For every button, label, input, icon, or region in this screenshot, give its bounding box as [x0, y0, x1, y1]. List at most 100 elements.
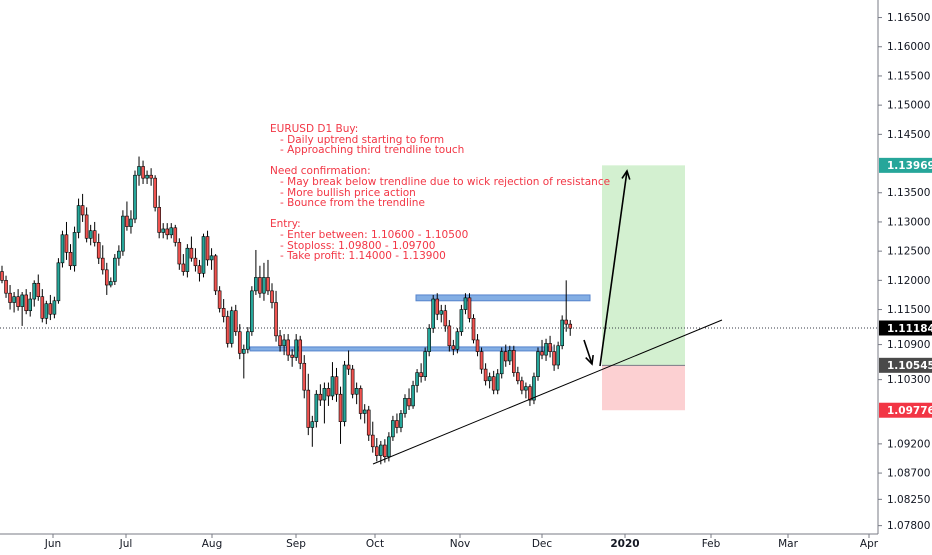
- candle: [242, 348, 246, 354]
- candle: [536, 351, 540, 378]
- candle: [213, 255, 218, 292]
- candle: [552, 351, 556, 366]
- trendline: [372, 319, 723, 465]
- candle: [479, 351, 484, 370]
- y-tick-label: 1.15000: [887, 100, 930, 112]
- candle: [225, 316, 230, 344]
- x-tick-label: Mar: [778, 538, 798, 550]
- candle: [177, 242, 182, 265]
- candle: [4, 280, 8, 294]
- candle: [217, 290, 222, 309]
- candle: [56, 262, 61, 302]
- candle: [383, 444, 387, 458]
- candle: [540, 351, 544, 356]
- candle: [266, 277, 270, 292]
- candle: [125, 215, 129, 227]
- resistance-zone: [415, 294, 591, 302]
- price-label: 1.11184: [887, 323, 932, 335]
- candles: [0, 156, 573, 465]
- candle: [512, 350, 516, 373]
- candle: [24, 294, 28, 312]
- up-arrow: [599, 170, 628, 367]
- candle: [338, 393, 343, 422]
- candle: [185, 247, 190, 272]
- candle: [455, 331, 460, 350]
- candle: [221, 308, 226, 317]
- y-tick-label: 1.10300: [887, 374, 930, 386]
- candle: [84, 214, 89, 239]
- drawings[interactable]: [372, 169, 723, 465]
- up-arrow-head: [621, 169, 631, 180]
- candle: [193, 257, 198, 267]
- candle: [157, 207, 161, 233]
- candle: [516, 372, 520, 382]
- candle: [262, 277, 266, 294]
- candle: [48, 303, 53, 315]
- x-tick-label: Jul: [119, 538, 133, 550]
- candle: [209, 255, 214, 261]
- trade-idea-note[interactable]: EURUSD D1 Buy: - Daily uptrend starting …: [270, 124, 610, 262]
- note-line: Need confirmation:: [270, 165, 371, 178]
- candle: [564, 319, 569, 325]
- candle: [205, 236, 210, 261]
- candle: [370, 434, 375, 448]
- note-line: - More bullish price action: [270, 186, 416, 199]
- price-label-box: [879, 402, 932, 418]
- x-tick-label: Apr: [860, 538, 879, 550]
- candle: [354, 388, 359, 395]
- candle: [556, 345, 560, 366]
- candle: [310, 421, 315, 428]
- note-line: - Approaching third trendline touch: [270, 144, 465, 157]
- candle: [278, 335, 282, 347]
- candle: [52, 300, 57, 315]
- support-zone: [249, 346, 553, 352]
- candle: [302, 362, 307, 391]
- candle: [467, 297, 472, 319]
- price-label: 1.13969: [887, 160, 932, 172]
- candle: [471, 318, 476, 341]
- candle: [88, 230, 93, 239]
- candle: [237, 331, 242, 354]
- candle: [346, 364, 351, 370]
- candle: [330, 376, 335, 397]
- candle: [379, 444, 383, 456]
- candle: [435, 298, 440, 315]
- candle: [374, 446, 379, 456]
- candle: [286, 339, 290, 356]
- x-tick-label: Nov: [450, 538, 471, 550]
- candle: [229, 310, 234, 344]
- note-line: - Daily uptrend starting to form: [270, 133, 445, 146]
- down-arrow-head: [585, 354, 594, 366]
- candle: [520, 380, 524, 391]
- candle: [20, 294, 24, 307]
- candle: [407, 398, 411, 407]
- candle: [117, 250, 121, 259]
- price-label: 1.10545: [887, 360, 932, 372]
- y-tick-label: 1.12500: [887, 246, 930, 258]
- candle: [326, 388, 331, 397]
- candle: [100, 257, 105, 271]
- candle: [387, 436, 391, 458]
- candle: [141, 166, 145, 179]
- note-line: EURUSD D1 Buy:: [270, 123, 359, 135]
- candle: [60, 234, 65, 264]
- candle: [201, 236, 206, 274]
- candle: [104, 269, 109, 286]
- y-tick-label: 1.08700: [887, 468, 930, 480]
- x-tick-label: Feb: [702, 538, 721, 550]
- take-profit-zone: [602, 165, 685, 366]
- candle: [411, 385, 415, 407]
- candle: [419, 372, 423, 378]
- candle: [463, 297, 468, 310]
- note-line: Entry:: [270, 218, 301, 231]
- candle: [68, 252, 73, 267]
- note-line: - Stoploss: 1.09800 - 1.09700: [270, 239, 436, 252]
- candle: [298, 339, 303, 364]
- candle: [475, 339, 480, 352]
- x-tick-label: Aug: [202, 538, 223, 550]
- y-tick-label: 1.16500: [887, 12, 930, 24]
- x-tick-label: Oct: [366, 538, 384, 550]
- candle: [137, 166, 141, 176]
